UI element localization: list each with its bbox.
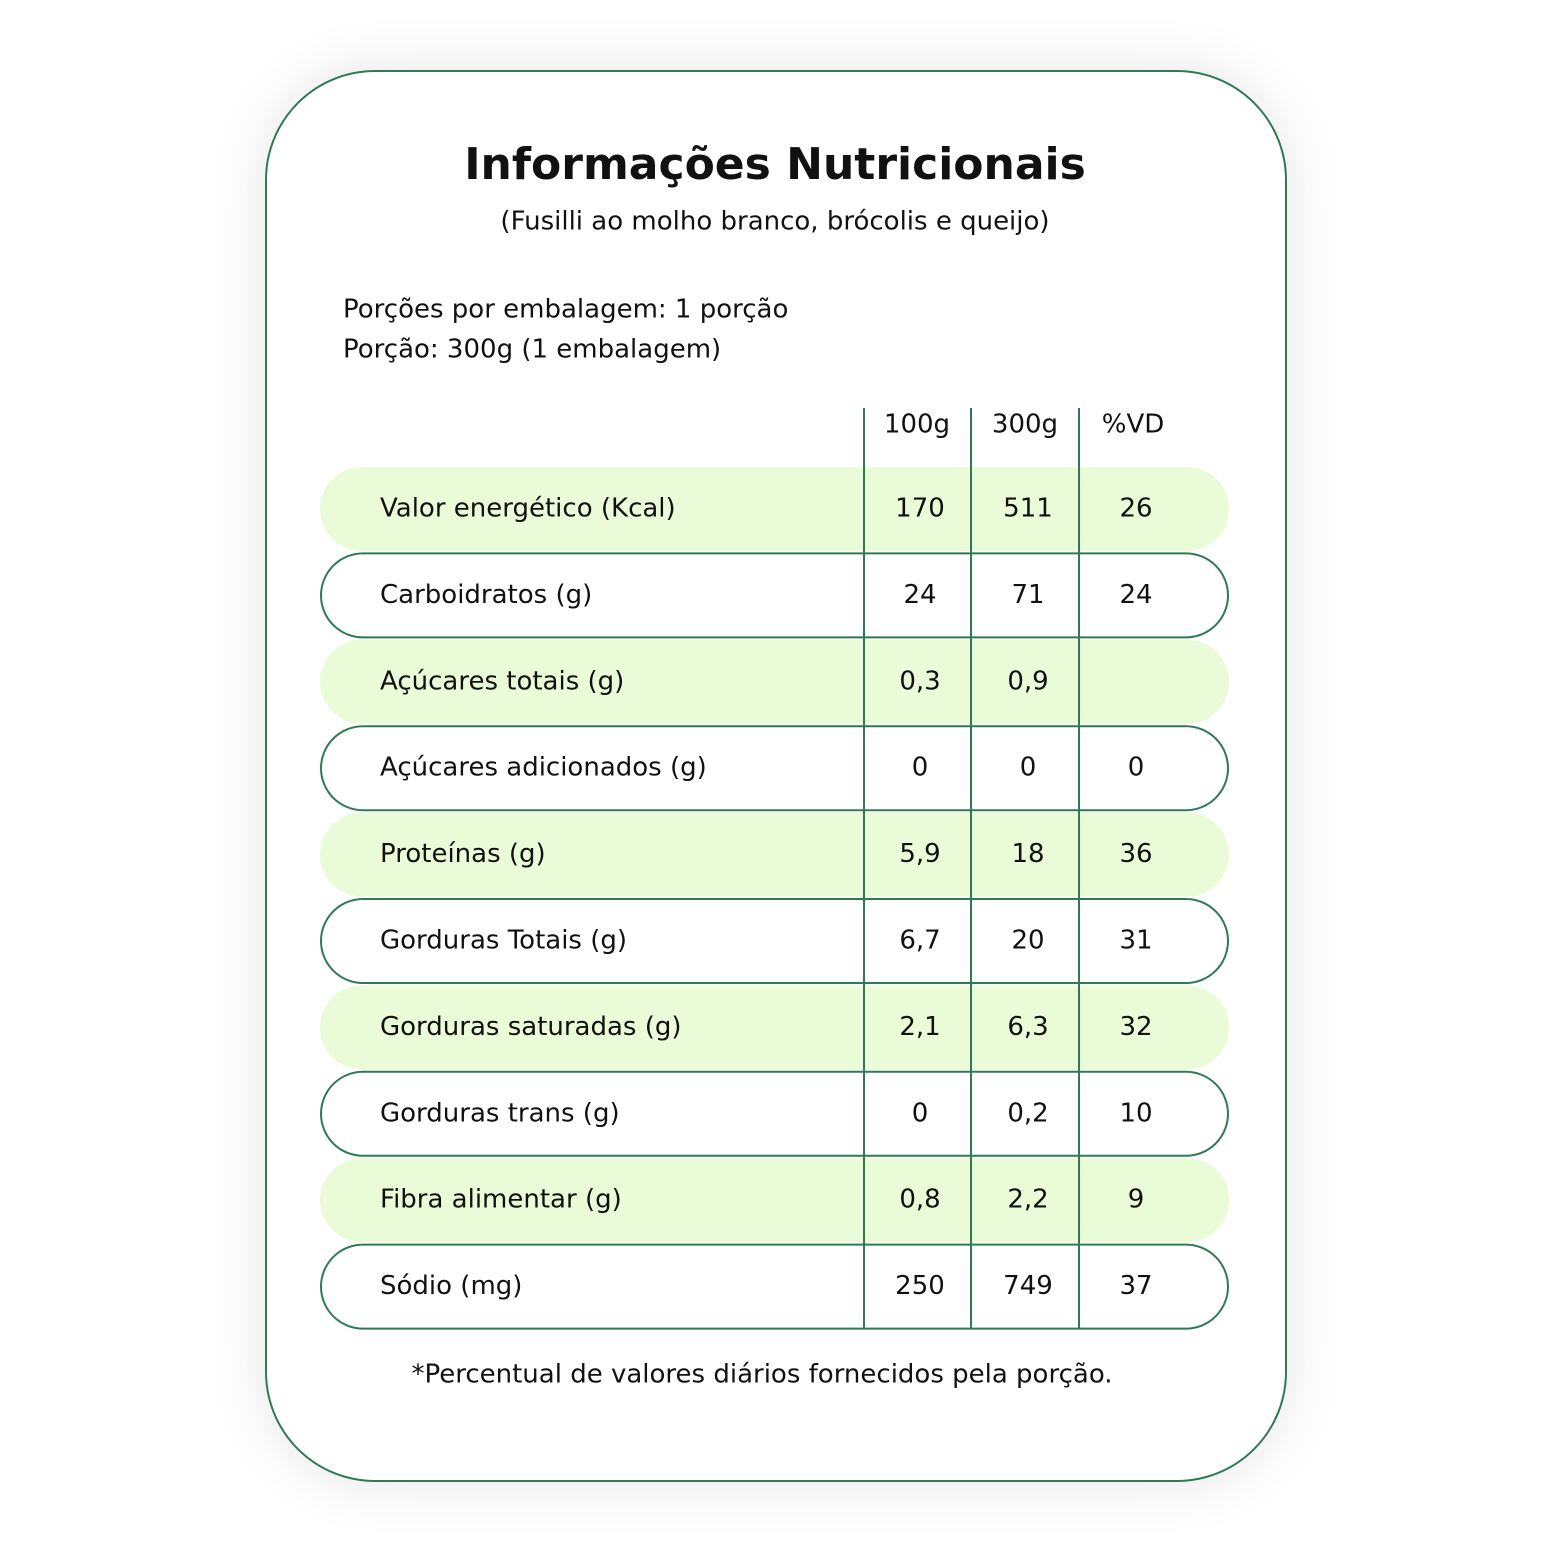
row-outline	[320, 552, 1229, 639]
column-header: 300g	[992, 410, 1058, 440]
nutrient-value: 36	[1119, 839, 1152, 869]
nutrient-value: 5,9	[899, 839, 940, 869]
nutrient-value: 0	[912, 1098, 929, 1128]
serving-line: Porção: 300g (1 embalagem)	[343, 335, 721, 365]
nutrient-value: 0,3	[899, 666, 940, 696]
row-outline	[320, 1070, 1229, 1157]
nutrient-name: Fibra alimentar (g)	[380, 1185, 622, 1215]
row-outline	[320, 898, 1229, 984]
nutrient-value: 18	[1011, 839, 1044, 869]
nutrient-value: 26	[1119, 494, 1152, 524]
row-outline	[320, 725, 1229, 812]
nutrient-value: 0	[1020, 753, 1037, 783]
nutrient-name: Valor energético (Kcal)	[380, 494, 676, 524]
nutrient-value: 250	[895, 1271, 945, 1301]
nutrient-value: 24	[1119, 580, 1152, 610]
nutrient-name: Gorduras trans (g)	[380, 1098, 620, 1128]
column-header: 100g	[884, 410, 950, 440]
nutrient-name: Açúcares adicionados (g)	[380, 753, 707, 783]
row-band	[320, 812, 1229, 897]
nutrient-name: Carboidratos (g)	[380, 580, 592, 610]
nutrient-value: 0,9	[1007, 666, 1048, 696]
nutrient-value: 10	[1119, 1098, 1152, 1128]
nutrient-value: 2,2	[1007, 1185, 1048, 1215]
nutrient-name: Proteínas (g)	[380, 839, 546, 869]
subtitle: (Fusilli ao molho branco, brócolis e que…	[500, 207, 1049, 237]
row-band	[320, 467, 1229, 551]
nutrient-value: 511	[1003, 494, 1053, 524]
nutrient-value: 20	[1011, 926, 1044, 956]
nutrient-value: 31	[1119, 926, 1152, 956]
nutrient-name: Gorduras saturadas (g)	[380, 1012, 682, 1042]
column-header: %VD	[1102, 410, 1165, 440]
row-band	[320, 1158, 1229, 1243]
serving-line: Porções por embalagem: 1 porção	[343, 295, 788, 325]
nutrient-value: 6,3	[1007, 1012, 1048, 1042]
nutrient-value: 0,2	[1007, 1098, 1048, 1128]
nutrient-value: 0	[1128, 753, 1145, 783]
nutrient-value: 0,8	[899, 1185, 940, 1215]
row-band	[320, 639, 1229, 724]
nutrient-value: 37	[1119, 1271, 1152, 1301]
nutrient-value: 9	[1128, 1185, 1145, 1215]
nutrient-value: 0	[912, 753, 929, 783]
nutrient-name: Gorduras Totais (g)	[380, 926, 627, 956]
nutrient-value: 32	[1119, 1012, 1152, 1042]
nutrient-value: 71	[1011, 580, 1044, 610]
row-band	[320, 985, 1229, 1070]
nutrient-value: 170	[895, 494, 945, 524]
nutrient-value: 749	[1003, 1271, 1053, 1301]
row-outline	[320, 1243, 1229, 1330]
nutrient-value: 6,7	[899, 926, 940, 956]
nutrient-value: 24	[903, 580, 936, 610]
nutrient-value: 2,1	[899, 1012, 940, 1042]
nutrient-name: Sódio (mg)	[380, 1271, 522, 1301]
title: Informações Nutricionais	[464, 139, 1086, 190]
nutrient-name: Açúcares totais (g)	[380, 666, 624, 696]
footnote: *Percentual de valores diários fornecido…	[411, 1360, 1112, 1390]
